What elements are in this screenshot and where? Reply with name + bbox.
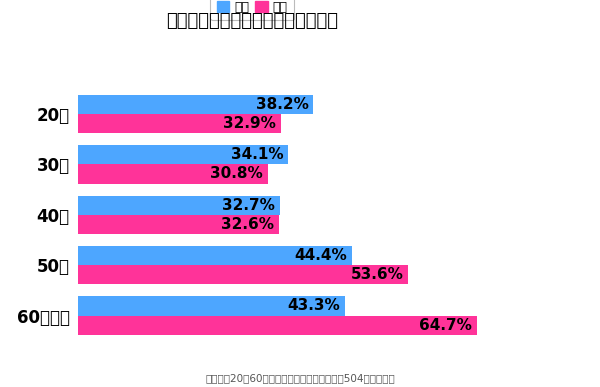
Legend: 男性, 女性: 男性, 女性 (210, 0, 294, 20)
Text: 44.4%: 44.4% (294, 248, 347, 263)
Text: 64.7%: 64.7% (419, 318, 472, 333)
Text: 30.8%: 30.8% (210, 166, 263, 182)
Text: 38.2%: 38.2% (256, 97, 308, 112)
Bar (78, 215, 279, 234)
Bar (78, 296, 345, 315)
Text: 32.6%: 32.6% (221, 217, 274, 232)
Bar (78, 114, 281, 133)
Text: 【恋人が欲しいとは思っていない】: 【恋人が欲しいとは思っていない】 (166, 12, 338, 30)
Bar (78, 265, 409, 284)
Text: （全国の20～60代恋人がいない独身者の男女504名に調査）: （全国の20～60代恋人がいない独身者の男女504名に調査） (205, 373, 395, 383)
Text: 53.6%: 53.6% (350, 267, 403, 282)
Bar (78, 196, 280, 215)
Bar (78, 145, 288, 164)
Text: 34.1%: 34.1% (230, 147, 283, 162)
Text: 32.7%: 32.7% (222, 198, 275, 213)
Bar (78, 315, 477, 335)
Bar (78, 246, 352, 265)
Text: 32.9%: 32.9% (223, 116, 276, 131)
Bar (78, 164, 268, 183)
Bar (78, 95, 313, 114)
Text: 43.3%: 43.3% (287, 298, 340, 313)
